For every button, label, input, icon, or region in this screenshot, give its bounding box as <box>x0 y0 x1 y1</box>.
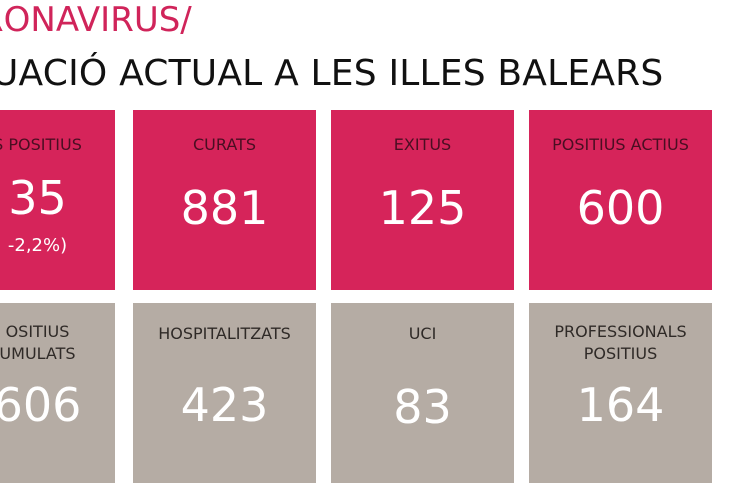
tile-label: POSITIUS ACTIUS <box>552 135 689 154</box>
tile-positius-actius: POSITIUS ACTIUS 600 <box>529 110 712 290</box>
tile-label: EXITUS <box>393 135 452 154</box>
tile-hospitalitzats: HOSPITALITZATS 423 <box>133 303 316 483</box>
tile-label: S POSITIUS <box>0 135 82 154</box>
page-title: RONAVIRUS/ <box>0 0 192 40</box>
tile-value: 164 <box>576 378 665 432</box>
tile-value: 600 <box>576 181 665 235</box>
tile-label: OSITIUS UMULATS <box>0 322 76 363</box>
tile-value: 881 <box>180 181 269 235</box>
tile-value: 83 <box>393 380 452 434</box>
tile-positius-acumulats: OSITIUS UMULATS 606 <box>0 303 115 483</box>
tile-value: 606 <box>0 378 82 432</box>
page-subtitle: UACIÓ ACTUAL A LES ILLES BALEARS <box>0 53 664 94</box>
tile-label: UCI <box>408 324 437 343</box>
tile-value: 423 <box>180 378 269 432</box>
tile-label: CURATS <box>193 135 256 154</box>
tile-label: PROFESSIONALS POSITIUS <box>554 322 687 363</box>
tile-professionals-positius: PROFESSIONALS POSITIUS 164 <box>529 303 712 483</box>
tile-exitus: EXITUS 125 <box>331 110 514 290</box>
tile-uci: UCI 83 <box>331 303 514 483</box>
tile-value: 125 <box>378 181 467 235</box>
tile-label: HOSPITALITZATS <box>158 324 291 343</box>
tile-curats: CURATS 881 <box>133 110 316 290</box>
tile-value: 35 <box>8 171 67 225</box>
tile-positius-new: S POSITIUS 35 -2,2%) <box>0 110 115 290</box>
tile-subvalue: -2,2%) <box>7 235 68 256</box>
